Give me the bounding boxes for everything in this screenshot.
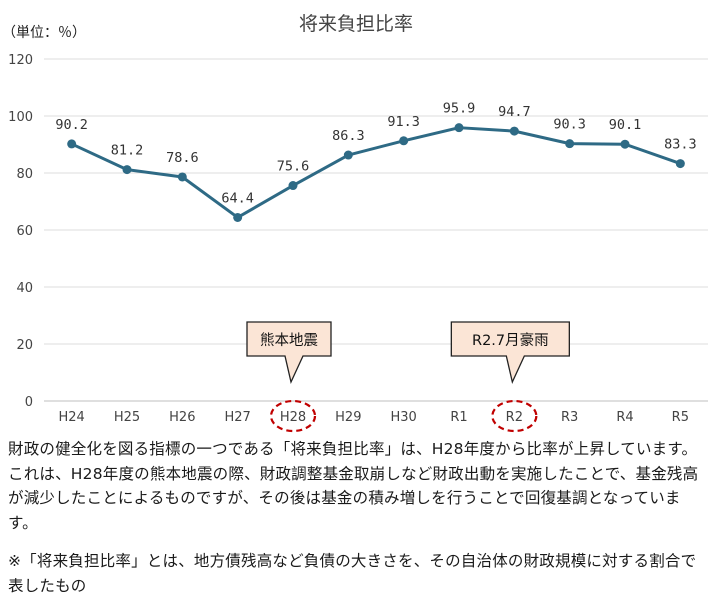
data-label: 86.3	[332, 128, 365, 144]
y-tick-label: 60	[16, 224, 33, 239]
data-label: 94.7	[498, 104, 531, 120]
x-tick-label: R2	[506, 410, 523, 425]
data-point	[122, 165, 132, 175]
y-tick-label: 40	[16, 281, 33, 296]
y-tick-label: 80	[16, 167, 33, 182]
x-tick-label: H29	[335, 410, 361, 425]
highlight-circle	[491, 399, 538, 433]
x-tick-label: R1	[450, 410, 467, 425]
data-label: 95.9	[443, 101, 476, 117]
x-tick-label: H27	[225, 410, 251, 425]
y-tick-label: 20	[16, 338, 33, 353]
data-point	[675, 159, 685, 169]
callout-box	[450, 321, 570, 384]
data-point	[177, 172, 187, 182]
highlight-circle	[269, 399, 317, 433]
data-point	[620, 139, 630, 149]
x-axis-ticks: H24 H25 H26 H27 H28 H29 H30 R1 R2 R3 R4 R5	[59, 410, 689, 425]
data-label: 90.3	[553, 117, 586, 133]
data-point	[343, 150, 353, 160]
data-label: 78.6	[166, 150, 199, 166]
callout-box	[246, 321, 332, 384]
y-tick-label: 120	[8, 53, 33, 68]
y-tick-label: 0	[25, 395, 33, 410]
series-line-path	[71, 126, 681, 219]
x-tick-label: H24	[59, 410, 85, 425]
data-points	[67, 123, 685, 222]
data-point	[399, 136, 409, 146]
data-label: 91.3	[387, 114, 420, 130]
x-tick-label: H26	[169, 410, 195, 425]
annotations: 熊本地震 R2.7月豪雨	[246, 321, 570, 384]
data-point	[288, 181, 298, 191]
x-tick-label: H28	[280, 410, 306, 425]
unit-label: （単位：％）	[2, 25, 86, 41]
data-point	[67, 139, 77, 149]
callout-label: 熊本地震	[260, 332, 318, 349]
y-axis-ticks: 0 20 40 60 80 100 120	[8, 53, 33, 410]
data-point	[454, 123, 464, 133]
y-tick-label: 100	[8, 110, 33, 125]
x-tick-label: R5	[672, 410, 689, 425]
data-point	[565, 139, 575, 149]
x-tick-label: R3	[561, 410, 578, 425]
x-tick-label: H30	[391, 410, 417, 425]
data-label: 75.6	[277, 159, 310, 175]
gridlines	[44, 58, 708, 402]
data-label: 83.3	[664, 137, 697, 153]
series-line	[71, 126, 681, 219]
description-text: 財政の健全化を図る指標の一つである「将来負担比率」は、H28年度から比率が上昇し…	[8, 440, 699, 532]
footnote-text: ※「将来負担比率」とは、地方債残高など負債の大きさを、その自治体の財政規模に対す…	[8, 552, 697, 595]
data-label: 90.1	[609, 117, 642, 133]
data-point	[233, 212, 243, 222]
data-label: 64.4	[221, 190, 254, 206]
highlight-markers	[269, 399, 538, 433]
x-tick-label: R4	[616, 410, 633, 425]
data-label: 81.2	[111, 143, 144, 159]
data-point	[509, 126, 519, 136]
data-labels: 90.2 81.2 78.6 64.4 75.6 86.3 91.3 95.9 94.7 90.3…	[55, 101, 696, 207]
x-tick-label: H25	[114, 410, 140, 425]
data-label: 90.2	[55, 117, 88, 133]
chart-title: 将来負担比率	[299, 13, 413, 35]
callout-label: R2.7月豪雨	[472, 332, 549, 349]
